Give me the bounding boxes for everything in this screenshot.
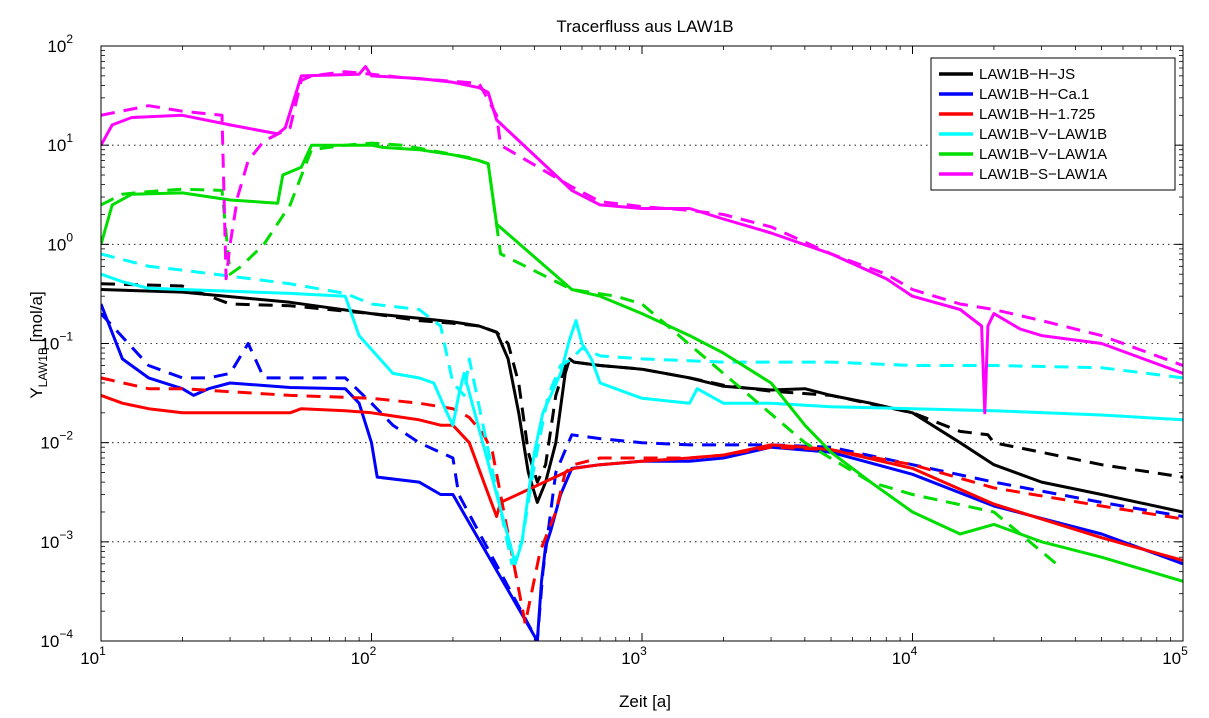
y-tick-label: 10−4 — [40, 627, 73, 651]
legend: LAW1B−H−JS LAW1B−H−Ca.1 LAW1B−H−1.725 LAW1B… — [930, 57, 1176, 191]
y-tick-label: 10−1 — [40, 330, 73, 354]
y-tick-label: 102 — [47, 32, 73, 56]
plot-area: 101 102 103 104 105 10−4 10−3 10−2 10−1 100 101 102… — [40, 32, 1188, 668]
series-line-dashed — [101, 376, 1183, 625]
svg-text:YLAW1B [mol/a]: YLAW1B [mol/a] — [27, 291, 50, 398]
y-axis-label-subscript: LAW1B — [36, 347, 50, 387]
legend-label: LAW1B−S−LAW1A — [979, 166, 1107, 183]
series-line-solid — [101, 65, 1183, 415]
y-axis-label-unit: [mol/a] — [27, 291, 46, 347]
y-tick-label: 10−2 — [40, 429, 73, 453]
series-line-dashed — [101, 141, 1058, 565]
series-group — [101, 65, 1183, 641]
x-tick-label: 105 — [1162, 644, 1188, 668]
y-tick-label: 10−3 — [40, 528, 73, 552]
legend-label: LAW1B−V−LAW1A — [979, 146, 1107, 163]
series-line-solid — [101, 393, 1183, 562]
x-tick-label: 104 — [892, 644, 918, 668]
x-tick-label: 101 — [80, 644, 106, 668]
series-line-dashed — [101, 252, 1183, 566]
legend-box — [930, 57, 1176, 191]
legend-label: LAW1B−H−1.725 — [979, 106, 1095, 123]
x-axis-label: Zeit [a] — [619, 692, 671, 711]
series-line-solid — [101, 272, 1183, 566]
y-axis-label-main: Y — [27, 387, 46, 398]
legend-label: LAW1B−H−Ca.1 — [979, 86, 1089, 103]
series-line-dashed — [101, 282, 1183, 484]
x-tick-label: 103 — [621, 644, 647, 668]
legend-label: LAW1B−H−JS — [979, 66, 1075, 83]
chart-title: Tracerfluss aus LAW1B — [556, 17, 733, 36]
y-tick-label: 100 — [47, 230, 73, 254]
legend-label: LAW1B−V−LAW1B — [979, 126, 1107, 143]
x-tick-label: 102 — [351, 644, 377, 668]
y-tick-label: 101 — [47, 131, 73, 155]
y-axis-label: YLAW1B [mol/a] — [27, 291, 50, 398]
